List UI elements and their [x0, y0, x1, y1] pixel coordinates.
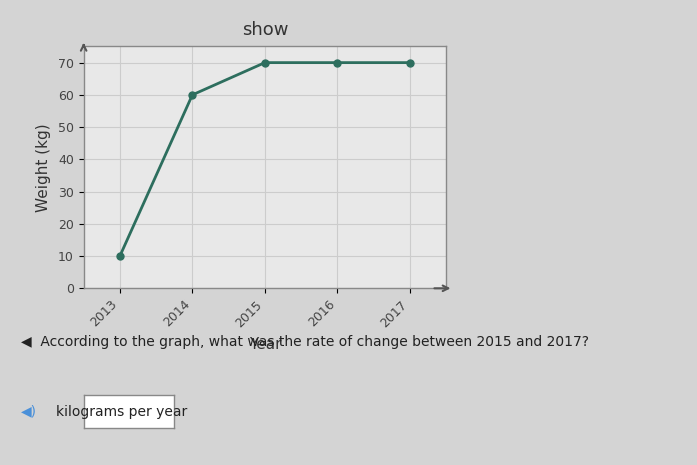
- X-axis label: Year: Year: [249, 337, 281, 352]
- Title: show: show: [242, 21, 288, 40]
- Text: ◀︎  According to the graph, what was the rate of change between 2015 and 2017?: ◀︎ According to the graph, what was the …: [21, 335, 589, 349]
- Text: kilograms per year: kilograms per year: [56, 405, 187, 418]
- Text: ◀): ◀): [21, 405, 37, 418]
- Y-axis label: Weight (kg): Weight (kg): [36, 123, 51, 212]
